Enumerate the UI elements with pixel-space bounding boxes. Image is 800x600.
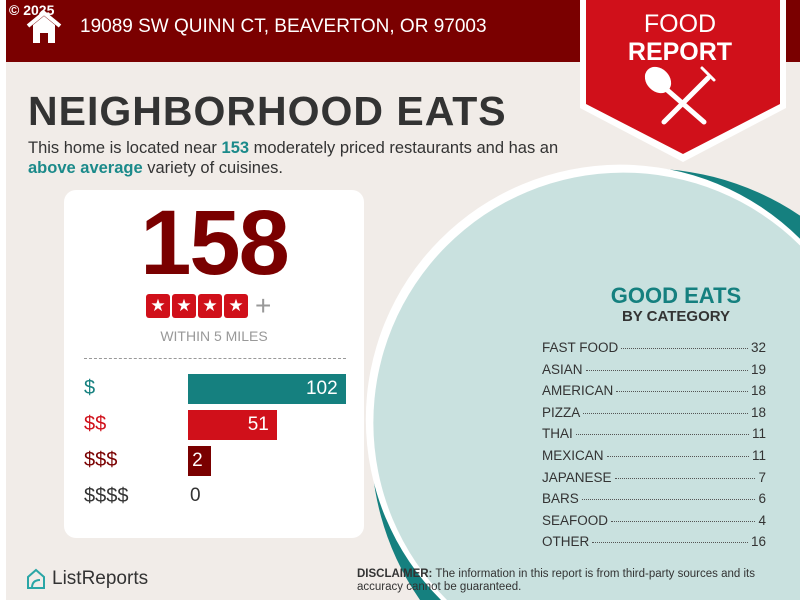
summary-card: 158 ★ ★ ★ ★ + WITHIN 5 MILES $102 $$ 51 $$$ 2 $$$… <box>64 190 364 538</box>
category-name: PIZZA <box>542 404 581 420</box>
leader-dots <box>585 369 748 371</box>
badge-title: FOOD REPORT <box>578 10 782 66</box>
badge-line2: REPORT <box>627 38 733 66</box>
restaurant-count: 153 <box>221 139 250 157</box>
category-name: JAPANESE <box>542 469 612 485</box>
category-count: 19 <box>750 361 766 377</box>
category-item: BARS 6 <box>542 491 766 513</box>
category-count: 16 <box>750 534 766 550</box>
category-name: AMERICAN <box>542 383 614 399</box>
leader-dots <box>581 499 756 501</box>
category-name: THAI <box>542 426 573 442</box>
category-item: OTHER 16 <box>542 534 766 556</box>
category-list: FAST FOOD 32 ASIAN 19 AMERICAN 18 PIZZA 18 THAI 1… <box>542 340 766 556</box>
price-row: $$$ 2 <box>84 446 354 476</box>
address-bar: © 2025 19089 SW QUINN CT, BEAVERTON, OR … <box>6 0 800 62</box>
category-count: 32 <box>750 340 766 355</box>
category-name: BARS <box>542 491 579 507</box>
disclaimer-label: DISCLAIMER: <box>357 568 433 580</box>
star-rating: ★ ★ ★ ★ + <box>146 290 272 321</box>
star-icon: ★ <box>172 294 196 318</box>
price-bar: 51 <box>188 410 277 440</box>
intro-part: This home is located near <box>28 139 222 157</box>
decorative-circle <box>365 164 800 600</box>
category-item: AMERICAN 18 <box>542 383 766 405</box>
total-restaurants: 158 <box>140 192 290 294</box>
price-label: $$$$ <box>84 485 129 507</box>
leader-dots <box>621 348 748 349</box>
disclaimer: DISCLAIMER: The information in this repo… <box>357 568 777 594</box>
category-count: 18 <box>750 383 766 399</box>
category-name: MEXICAN <box>542 447 604 463</box>
spoon-fork-icon <box>644 66 716 125</box>
divider <box>84 358 346 359</box>
price-bar: 102 <box>188 374 346 404</box>
price-label: $$ <box>84 413 107 435</box>
category-item: ASIAN 19 <box>542 362 766 384</box>
category-count: 11 <box>751 426 766 442</box>
category-name: SEAFOOD <box>542 512 609 528</box>
category-item: THAI 11 <box>542 426 766 448</box>
logo-text: ListReports <box>52 568 149 589</box>
intro-part: variety of cuisines. <box>142 159 283 177</box>
category-count: 18 <box>750 404 766 420</box>
star-icon: ★ <box>198 294 222 318</box>
leader-dots <box>606 455 749 457</box>
leader-dots <box>616 391 748 393</box>
category-item: FAST FOOD 32 <box>542 340 766 362</box>
good-eats-heading: GOOD EATS BY CATEGORY <box>576 284 776 326</box>
disclaimer-text: The information in this report is from t… <box>357 568 755 593</box>
leader-dots <box>583 412 748 414</box>
category-count: 7 <box>758 469 766 485</box>
price-value: 0 <box>190 485 201 506</box>
listreports-logo: ListReports <box>26 568 148 590</box>
price-bar: 2 <box>188 446 211 476</box>
category-item: MEXICAN 11 <box>542 448 766 470</box>
category-name: OTHER <box>542 534 590 550</box>
page-title: NEIGHBORHOOD EATS <box>28 88 507 134</box>
food-report: © 2025 19089 SW QUINN CT, BEAVERTON, OR … <box>6 0 800 600</box>
good-eats-subtitle: BY CATEGORY <box>621 308 731 325</box>
badge-line1: FOOD <box>643 10 717 38</box>
listreports-icon <box>27 568 45 589</box>
copyright: © 2025 <box>9 2 55 18</box>
category-item: SEAFOOD 4 <box>542 513 766 535</box>
category-item: PIZZA 18 <box>542 405 766 427</box>
price-row: $$ 51 <box>84 410 354 440</box>
category-name: ASIAN <box>542 361 583 377</box>
address: 19089 SW QUINN CT, BEAVERTON, OR 97003 <box>80 16 487 37</box>
good-eats-title: GOOD EATS <box>610 283 742 308</box>
category-count: 6 <box>758 491 766 507</box>
intro-part: moderately priced restaurants and has an <box>249 139 559 157</box>
leader-dots <box>614 477 756 479</box>
star-icon: ★ <box>224 294 248 318</box>
variety-rating: above average <box>28 159 143 177</box>
radius-label: WITHIN 5 MILES <box>160 328 268 344</box>
price-row: $102 <box>84 374 354 404</box>
leader-dots <box>575 434 749 436</box>
price-row: $$$$ 0 <box>84 482 354 512</box>
category-item: JAPANESE 7 <box>542 470 766 492</box>
home-icon <box>26 10 62 43</box>
leader-dots <box>611 520 756 522</box>
food-report-badge <box>580 0 786 162</box>
price-label: $ <box>84 377 96 399</box>
rating-plus: + <box>255 290 272 321</box>
star-icon: ★ <box>146 294 170 318</box>
leader-dots <box>592 542 748 544</box>
category-count: 4 <box>758 512 766 528</box>
price-label: $$$ <box>84 449 118 471</box>
category-count: 11 <box>751 447 766 463</box>
category-name: FAST FOOD <box>542 340 619 355</box>
intro-text: This home is located near 153 moderately… <box>28 138 588 178</box>
